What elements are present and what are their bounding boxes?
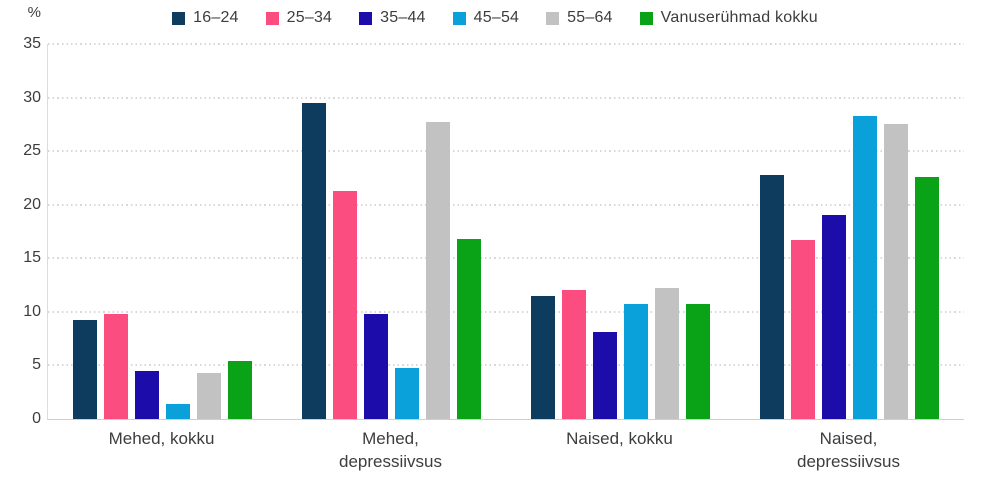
legend-item: 16–24 [172,9,239,27]
bar [457,239,481,419]
bar [426,122,450,419]
legend-item: 55–64 [546,9,613,27]
legend: 16–24 25–34 35–44 45–54 55–64 Vanuserühmad ko… [0,9,990,27]
bar [655,288,679,419]
bar [562,290,586,419]
bar [104,314,128,419]
y-axis: % 0 5 10 15 20 25 30 35 [0,0,41,484]
legend-label: 16–24 [193,9,239,26]
bar-group [277,44,506,419]
bar [228,361,252,419]
x-category-label: Naised, kokku [566,429,673,448]
y-tick-label: 15 [23,249,41,267]
y-tick-label: 35 [23,35,41,52]
legend-item: Vanuserühmad kokku [639,9,818,27]
bar [915,176,939,419]
legend-swatch-icon [639,11,653,25]
legend-item: 25–34 [265,9,333,27]
legend-label: 35–44 [380,9,426,26]
bar [531,295,555,419]
legend-swatch-icon [265,11,279,25]
bar [333,190,357,419]
y-axis-title: % [27,4,41,21]
bar [760,174,784,419]
legend-swatch-icon [452,11,466,25]
bar-group [506,44,735,419]
x-axis-labels: Mehed, kokku Mehed, depressiivsus Naised, k… [47,427,963,483]
legend-item: 35–44 [359,9,426,27]
legend-label: 55–64 [567,9,613,26]
legend-swatch-icon [546,11,560,25]
y-tick-label: 25 [23,142,41,160]
bar [395,367,419,419]
bar [884,124,908,419]
bar [197,372,221,419]
bar-group [735,44,964,419]
x-category-label: Mehed, kokku [108,429,215,448]
legend-label: Vanuserühmad kokku [660,9,818,26]
bar-group [48,44,277,419]
y-tick-label: 10 [23,302,41,320]
y-tick-label: 0 [32,410,41,427]
y-tick-label: 5 [32,356,41,374]
bar [624,304,648,419]
bar [302,102,326,419]
bar [791,240,815,419]
y-tick-label: 20 [23,195,41,213]
x-category-label: Mehed, depressiivsus [339,429,442,471]
x-category-label: Naised, depressiivsus [797,429,900,471]
bar [593,332,617,419]
bar [822,215,846,419]
bar [686,304,710,419]
bar [853,115,877,419]
bar [73,320,97,419]
legend-swatch-icon [172,11,186,25]
legend-label: 25–34 [286,9,333,26]
plot-area [47,43,964,420]
legend-label: 45–54 [473,9,520,26]
legend-swatch-icon [359,11,373,25]
bar [166,404,190,419]
y-tick-label: 30 [23,88,41,106]
legend-item: 45–54 [452,9,520,27]
bar [135,370,159,419]
bar [364,314,388,419]
